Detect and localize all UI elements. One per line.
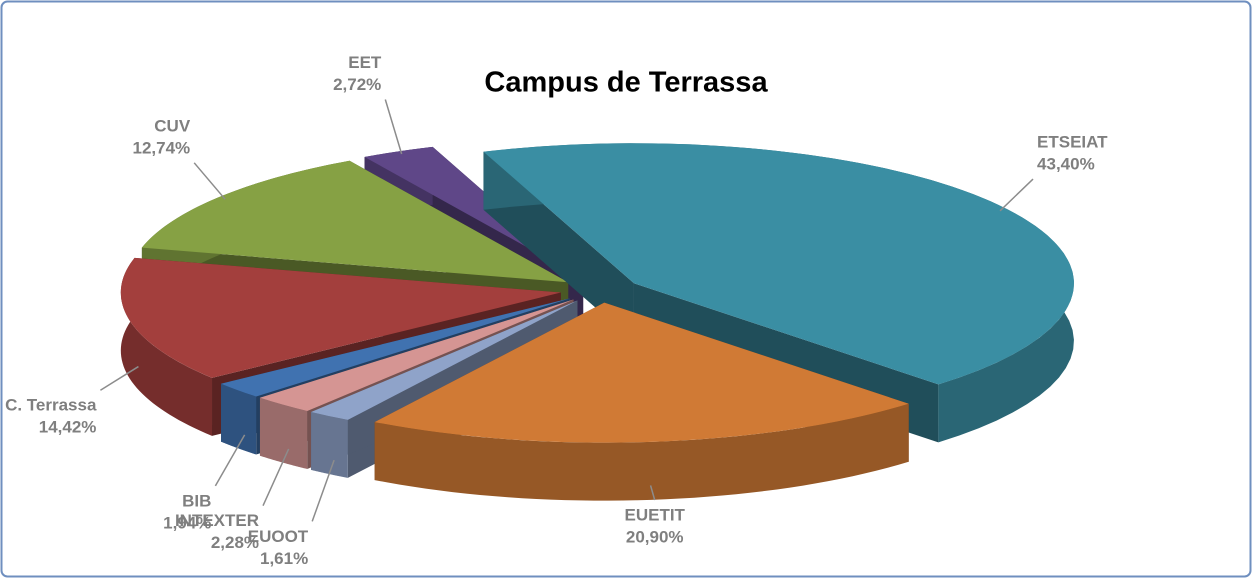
- chart-title: Campus de Terrassa: [484, 67, 768, 99]
- slice-top: [141, 160, 569, 283]
- slice-value-label: 20,90%: [626, 527, 684, 546]
- slice-rim: [259, 397, 308, 469]
- leader-line: [311, 459, 335, 522]
- slice-value-label: 14,42%: [39, 418, 97, 437]
- slice-label: EUETIT: [624, 505, 685, 524]
- slice-label: CUV: [154, 116, 191, 135]
- slice-label: ETSEIAT: [1037, 133, 1108, 152]
- leader-line: [999, 178, 1034, 212]
- slice-value-label: 12,74%: [133, 138, 191, 157]
- leader-line: [214, 434, 246, 487]
- leader-line: [100, 365, 139, 391]
- slice-top: [120, 257, 561, 378]
- slice-top: [311, 300, 578, 420]
- slice-label: C. Terrassa: [5, 396, 97, 415]
- slice-value-label: 2,28%: [211, 533, 259, 552]
- slice-top: [374, 302, 909, 443]
- slice-top: [483, 143, 1074, 385]
- slice-rim: [120, 257, 213, 436]
- slice-rim: [374, 403, 909, 501]
- slice-label: BIB: [182, 491, 211, 510]
- slice-label: INTEXTER: [175, 511, 259, 530]
- slice-value-label: 2,72%: [333, 75, 381, 94]
- slice-rim: [311, 411, 348, 478]
- slice-value-label: 1,61%: [260, 549, 308, 568]
- slice-label: EUOOT: [248, 527, 309, 546]
- slice-rim: [221, 383, 257, 455]
- leader-line: [193, 162, 226, 200]
- slice-top: [221, 298, 570, 397]
- leader-line: [649, 485, 656, 501]
- slice-top: [259, 299, 574, 411]
- slice-value-label: 43,40%: [1037, 155, 1095, 174]
- leader-line: [262, 448, 290, 506]
- slice-value-label: 1,94%: [163, 513, 211, 532]
- slice-label: EET: [348, 53, 382, 72]
- slice: [374, 302, 909, 501]
- leader-line: [384, 99, 403, 155]
